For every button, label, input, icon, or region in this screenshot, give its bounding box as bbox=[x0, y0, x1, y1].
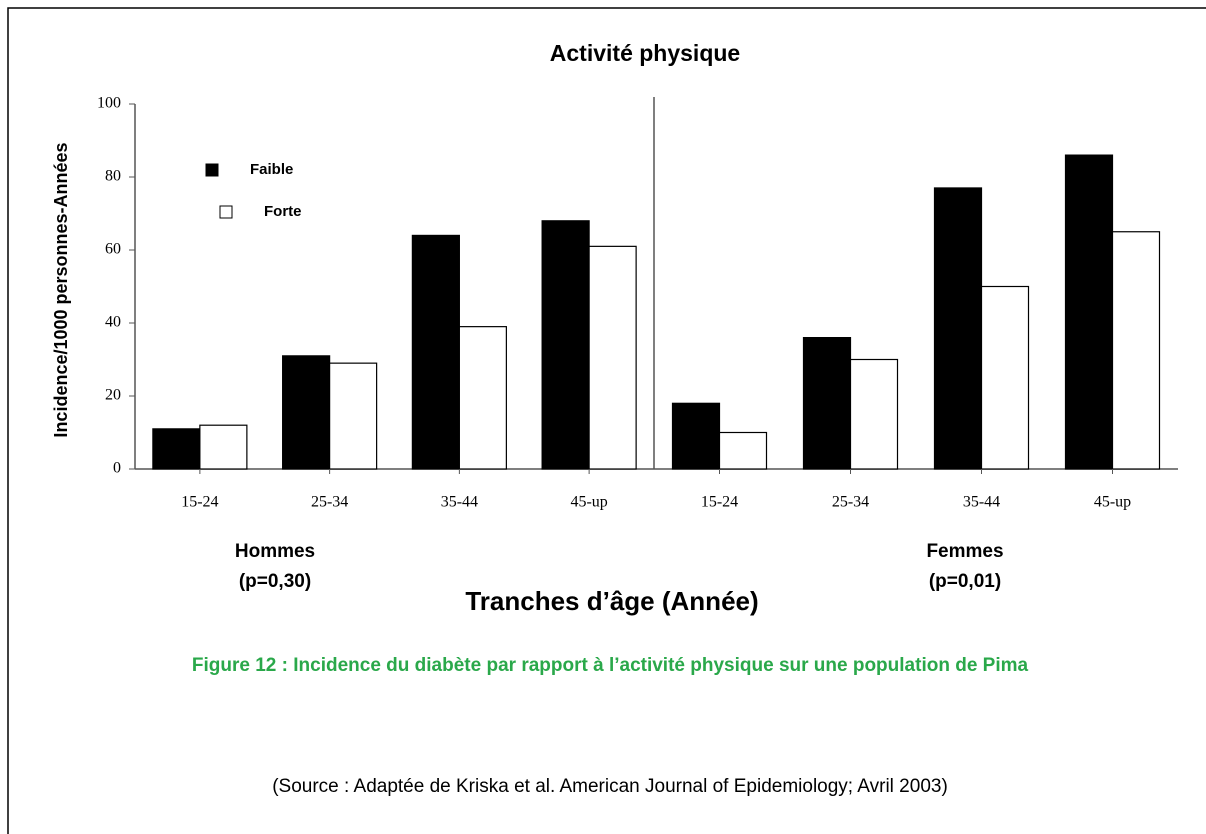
x-tick-label: 45-up bbox=[570, 494, 607, 511]
y-tick-label: 100 bbox=[97, 95, 121, 112]
bar bbox=[1064, 154, 1114, 470]
y-tick-label: 0 bbox=[113, 460, 121, 477]
bar bbox=[1111, 231, 1161, 470]
bar bbox=[329, 362, 378, 470]
group-note: (p=0,30) bbox=[239, 571, 311, 592]
bar bbox=[199, 424, 248, 470]
x-tick-label: 45-up bbox=[1094, 494, 1131, 511]
x-tick-label: 35-44 bbox=[963, 494, 1000, 511]
source: (Source : Adaptée de Kriska et al. Ameri… bbox=[272, 776, 948, 797]
bar bbox=[671, 402, 721, 470]
bar bbox=[541, 220, 590, 470]
legend-label: Faible bbox=[250, 161, 293, 178]
bar bbox=[849, 358, 899, 470]
legend-swatch bbox=[205, 163, 219, 177]
bar bbox=[458, 326, 507, 470]
chart-title: Activité physique bbox=[550, 40, 740, 66]
group-label: Hommes bbox=[235, 541, 315, 562]
x-tick-label: 15-24 bbox=[701, 494, 738, 511]
bar bbox=[718, 431, 768, 470]
x-tick-label: 15-24 bbox=[181, 494, 218, 511]
group-label: Femmes bbox=[926, 541, 1003, 562]
y-tick-label: 20 bbox=[105, 387, 121, 404]
y-tick-label: 80 bbox=[105, 168, 121, 185]
y-tick-label: 60 bbox=[105, 241, 121, 258]
bar bbox=[933, 187, 983, 470]
bar bbox=[411, 234, 460, 470]
x-tick-label: 25-34 bbox=[832, 494, 869, 511]
bar bbox=[588, 245, 637, 470]
bar bbox=[980, 285, 1030, 470]
bar bbox=[802, 337, 852, 470]
bar bbox=[152, 428, 201, 470]
x-tick-label: 25-34 bbox=[311, 494, 348, 511]
y-tick-label: 40 bbox=[105, 314, 121, 331]
caption: Figure 12 : Incidence du diabète par rap… bbox=[191, 655, 1029, 676]
bar bbox=[282, 355, 331, 470]
group-note: (p=0,01) bbox=[929, 571, 1001, 592]
x-tick-label: 35-44 bbox=[441, 494, 478, 511]
legend-label: Forte bbox=[264, 203, 302, 220]
x-axis-label: Tranches d’âge (Année) bbox=[465, 586, 758, 616]
y-axis-label: Incidence/1000 personnes-Années bbox=[51, 142, 71, 437]
legend-swatch bbox=[219, 205, 233, 219]
frame bbox=[7, 7, 1206, 834]
